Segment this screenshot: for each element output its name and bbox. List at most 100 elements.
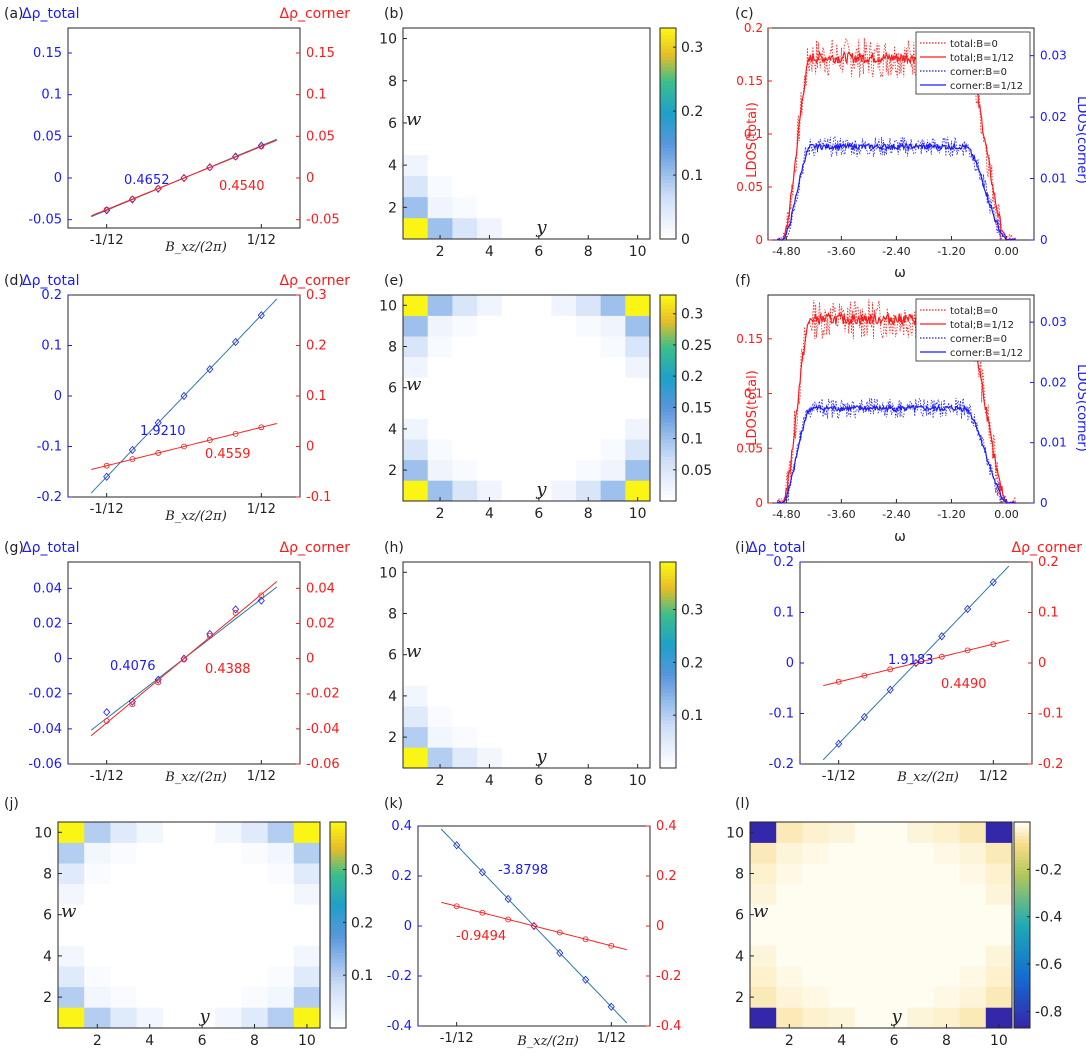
heatmap-cell-b xyxy=(403,218,428,239)
heatmap-cell-h xyxy=(502,727,527,748)
heatmap-cell-e xyxy=(601,480,626,501)
heatmap-cell-b xyxy=(625,49,650,70)
xtick-label-d: -1/12 xyxy=(90,502,124,517)
ytick-label-right-d: 0.1 xyxy=(306,389,327,404)
axis-label-y-l: y xyxy=(890,1006,902,1027)
colorbar-segment-e xyxy=(660,439,676,443)
ytick-label-left-f: 0.05 xyxy=(736,441,763,455)
colorbar-segment-b xyxy=(660,207,676,211)
colorbar-segment-h xyxy=(660,758,676,762)
heatmap-cell-j xyxy=(241,966,268,987)
heatmap-cell-j xyxy=(189,925,216,946)
colorbar-segment-b xyxy=(660,211,676,215)
heatmap-cell-h xyxy=(502,624,527,645)
heatmap-cell-b xyxy=(601,176,626,197)
colorbar-segment-e xyxy=(660,326,676,330)
heatmap-cell-l xyxy=(907,987,934,1008)
heatmap-cell-j xyxy=(294,884,321,905)
heatmap-cell-l xyxy=(933,987,960,1008)
heatmap-cell-b xyxy=(477,28,502,49)
colorbar-segment-e xyxy=(660,395,676,399)
colorbar-segment-b xyxy=(660,91,676,95)
colorbar-segment-l xyxy=(1014,836,1030,840)
heatmap-cell-e xyxy=(502,377,527,398)
heatmap-cell-l xyxy=(960,1007,987,1028)
heatmap-cell-b xyxy=(452,155,477,176)
heatmap-cell-e xyxy=(477,419,502,440)
heatmap-cell-j xyxy=(137,863,164,884)
ytick-label-right-k: -0.2 xyxy=(656,969,681,984)
heatmap-cell-e xyxy=(428,439,453,460)
ytick-label-j: 6 xyxy=(43,908,52,924)
colorbar-segment-b xyxy=(660,200,676,204)
heatmap-cell-l xyxy=(855,843,882,864)
slope-label-i-right: 0.4490 xyxy=(941,677,987,692)
heatmap-cell-e xyxy=(403,316,428,337)
colorbar-segment-l xyxy=(1014,863,1030,867)
heatmap-cell-e xyxy=(477,460,502,481)
heatmap-cell-l xyxy=(986,843,1013,864)
colorbar-segment-h xyxy=(660,727,676,731)
heatmap-cell-l xyxy=(829,946,856,967)
xtick-label-f: -3.60 xyxy=(827,508,855,521)
colorbar-tick-label-h: 0.3 xyxy=(681,603,703,619)
heatmap-cell-e xyxy=(601,295,626,316)
heatmap-cell-h xyxy=(428,727,453,748)
ytick-label-right-a: 0.1 xyxy=(306,88,327,103)
heatmap-cell-l xyxy=(750,843,777,864)
heatmap-cell-j xyxy=(215,966,242,987)
ytick-label-e: 6 xyxy=(388,381,397,397)
heatmap-cell-b xyxy=(527,197,552,218)
xtick-label-c: 0.00 xyxy=(994,245,1019,258)
heatmap-cell-h xyxy=(551,603,576,624)
heatmap-cell-j xyxy=(137,966,164,987)
colorbar-segment-e xyxy=(660,322,676,326)
xtick-label-c: -4.80 xyxy=(772,245,800,258)
ytick-label-left-k: 0 xyxy=(404,919,412,934)
colorbar-segment-j xyxy=(330,822,346,826)
heatmap-cell-j xyxy=(163,987,190,1008)
heatmap-cell-b xyxy=(625,176,650,197)
heatmap-cell-b xyxy=(551,218,576,239)
heatmap-cell-l xyxy=(750,925,777,946)
heatmap-cell-l xyxy=(776,863,803,884)
heatmap-cell-b xyxy=(477,134,502,155)
xtick-label-j: 8 xyxy=(250,1033,259,1049)
heatmap-cell-j xyxy=(215,843,242,864)
heatmap-cell-h xyxy=(452,624,477,645)
legend-label-c: total;B=1/12 xyxy=(950,53,1014,64)
colorbar-segment-b xyxy=(660,151,676,155)
heatmap-cell-b xyxy=(477,70,502,91)
heatmap-cell-l xyxy=(776,822,803,843)
heatmap-cell-b xyxy=(625,134,650,155)
ytick-label-b: 2 xyxy=(388,200,397,216)
colorbar-segment-h xyxy=(660,686,676,690)
heatmap-cell-h xyxy=(576,665,601,686)
heatmap-cell-e xyxy=(551,419,576,440)
heatmap-cell-e xyxy=(403,480,428,501)
ytick-label-right-g: 0.04 xyxy=(306,581,335,596)
ytick-label-left-g: 0 xyxy=(54,652,62,667)
ytick-label-right-i: 0 xyxy=(1038,656,1046,671)
colorbar-segment-e xyxy=(660,463,676,467)
xlabel-c: ω xyxy=(894,265,906,281)
axis-label-w-j: w xyxy=(61,901,77,922)
heatmap-cell-h xyxy=(502,562,527,583)
colorbar-segment-j xyxy=(330,825,346,829)
ytick-label-l: 6 xyxy=(735,908,744,924)
heatmap-cell-l xyxy=(855,822,882,843)
heatmap-cell-b xyxy=(601,91,626,112)
ytick-label-right-a: 0.05 xyxy=(306,129,335,144)
heatmap-cell-l xyxy=(855,1007,882,1028)
heatmap-cell-h xyxy=(551,727,576,748)
heatmap-cell-b xyxy=(452,70,477,91)
colorbar-segment-e xyxy=(660,316,676,320)
colorbar-segment-b xyxy=(660,74,676,78)
heatmap-cell-h xyxy=(601,603,626,624)
xtick-label-l: 2 xyxy=(785,1033,794,1049)
heatmap-cell-e xyxy=(551,357,576,378)
heatmap-cell-l xyxy=(907,925,934,946)
heatmap-cell-b xyxy=(477,91,502,112)
heatmap-cell-j xyxy=(294,904,321,925)
xtick-label-h: 10 xyxy=(629,773,647,789)
